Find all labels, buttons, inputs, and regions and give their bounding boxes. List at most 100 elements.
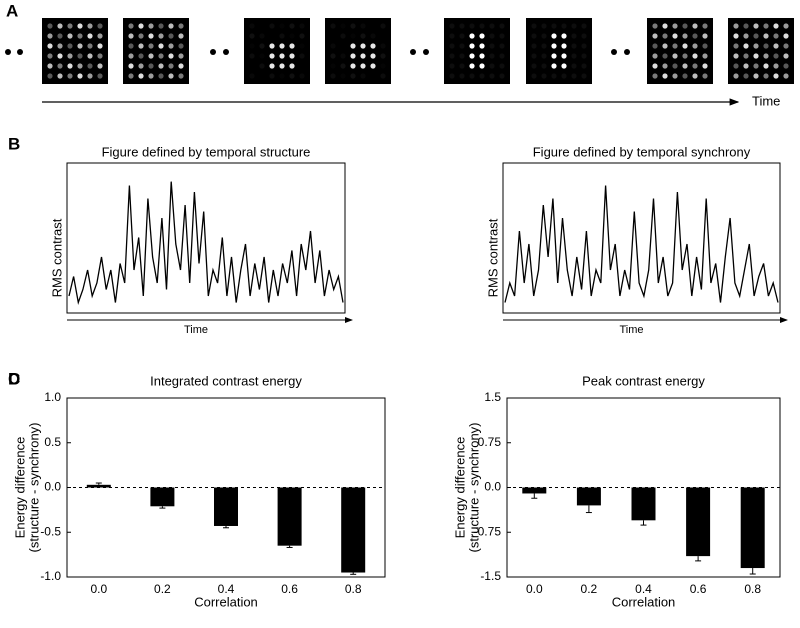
dot [499,73,505,79]
dot [289,63,295,69]
dot [148,73,154,79]
x-axis-label: Time [619,324,643,336]
dot [581,73,587,79]
dot [87,43,93,49]
dot [97,43,103,49]
dot [340,53,346,59]
dot [783,43,789,49]
frame [444,18,510,84]
dot [77,53,83,59]
plot-frame [502,162,781,314]
dot [459,33,465,39]
dot [499,23,505,29]
dot [571,53,577,59]
frame [647,18,713,84]
chart-title: Peak contrast energy [582,373,705,388]
dot [289,53,295,59]
x-tick-label: 0.2 [581,582,598,596]
dot [350,53,356,59]
dot [541,73,547,79]
dot [672,33,678,39]
dot [652,23,658,29]
dot [340,23,346,29]
ellipsis-dot [223,49,229,55]
dot [370,63,376,69]
dot [773,63,779,69]
dot [299,63,305,69]
dot [330,23,336,29]
dot [753,23,759,29]
dot [652,33,658,39]
dot [551,73,557,79]
dot [330,43,336,49]
dot [489,23,495,29]
dot [67,63,73,69]
bar [86,484,111,488]
frame [325,18,391,84]
dot [662,63,668,69]
dot [763,53,769,59]
dot [763,33,769,39]
dot [682,53,688,59]
ellipsis-dot [611,49,617,55]
dot [77,33,83,39]
dot [469,73,475,79]
chart-title: Figure defined by temporal structure [102,144,311,159]
dot [702,73,708,79]
dot [47,33,53,39]
panel-label: D [8,369,20,388]
dot [330,33,336,39]
plot-frame [66,162,346,314]
dot [449,73,455,79]
dot [269,53,275,59]
dot [733,63,739,69]
dot [259,73,265,79]
dot [269,33,275,39]
dot [360,63,366,69]
ellipsis-dot [624,49,630,55]
dot [370,43,376,49]
frame [526,18,592,84]
dot [138,53,144,59]
x-tick-label: 0.0 [526,582,543,596]
dot [743,63,749,69]
dot [489,53,495,59]
dot [249,43,255,49]
dot [561,63,567,69]
dot [652,73,658,79]
dot [672,63,678,69]
dot [702,23,708,29]
ellipsis-dot [410,49,416,55]
dot [87,73,93,79]
dot [479,43,485,49]
dot [541,43,547,49]
dot [682,43,688,49]
dot [380,23,386,29]
y-axis-label: RMS contrast [485,218,500,297]
dot [340,33,346,39]
dot [459,53,465,59]
dot [561,23,567,29]
dot [783,23,789,29]
dot [702,43,708,49]
stimulus-frames [5,18,794,84]
dot [571,23,577,29]
dot [87,33,93,39]
dot [249,53,255,59]
dot [773,43,779,49]
dot [763,73,769,79]
y-tick-label: -1.0 [40,569,61,583]
dot [158,33,164,39]
x-tick-label: 0.8 [744,582,761,596]
trace [68,181,344,306]
dot [469,43,475,49]
dot [692,43,698,49]
dot [158,43,164,49]
bar [740,487,765,569]
dot [571,73,577,79]
dot [469,63,475,69]
x-tick-label: 0.0 [90,582,107,596]
dot [158,53,164,59]
dot [682,23,688,29]
dot [449,33,455,39]
